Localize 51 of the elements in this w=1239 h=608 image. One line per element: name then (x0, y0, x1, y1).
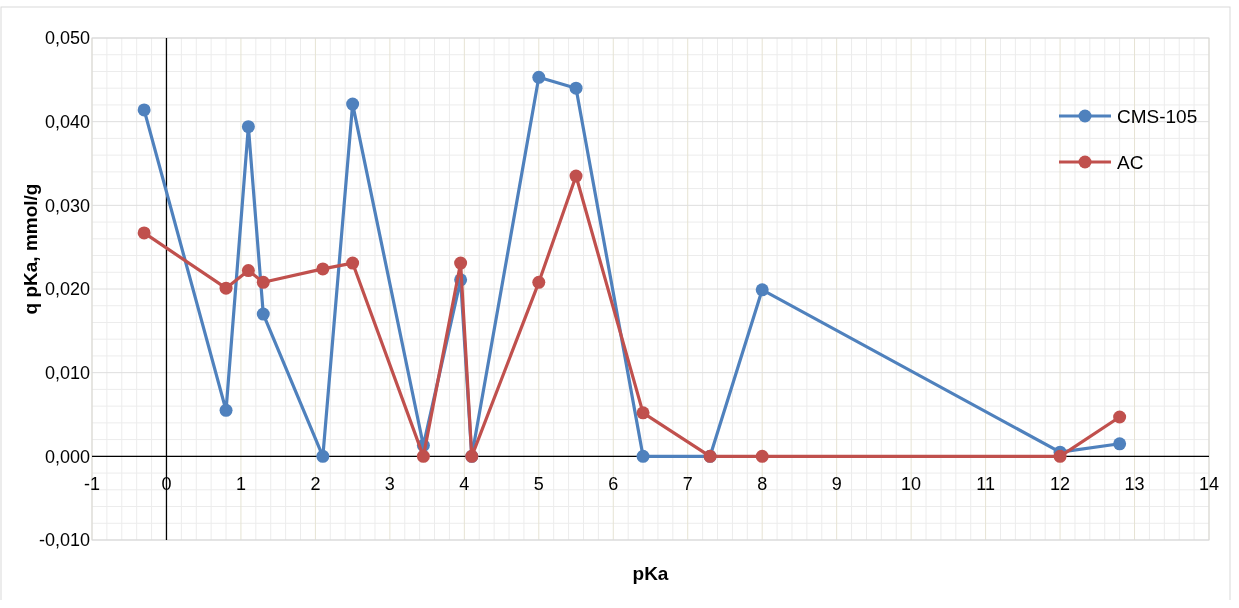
point (755, 449, 769, 463)
x-tick-label: 5 (533, 474, 544, 495)
point (755, 283, 769, 297)
point (219, 403, 233, 417)
point (1113, 437, 1127, 451)
x-tick-label: 12 (1050, 474, 1071, 495)
point (346, 97, 360, 111)
x-tick-label: 13 (1124, 474, 1145, 495)
point (532, 275, 546, 289)
x-tick-label: 3 (384, 474, 395, 495)
point (316, 449, 330, 463)
point (1113, 410, 1127, 424)
x-tick-label: 6 (608, 474, 619, 495)
y-tick-label: 0,050 (44, 28, 90, 49)
y-tick-label: 0,010 (44, 362, 90, 383)
y-tick-label: 0,030 (44, 195, 90, 216)
x-tick-label: -1 (83, 474, 101, 495)
x-axis-title: pKa (632, 563, 669, 584)
point (241, 264, 255, 278)
point (636, 449, 650, 463)
x-tick-label: 11 (976, 474, 995, 495)
legend-label: AC (1117, 151, 1144, 173)
point (137, 226, 151, 240)
point (416, 449, 430, 463)
point (137, 103, 151, 117)
x-tick-label: 2 (310, 474, 321, 495)
x-tick-label: 8 (757, 474, 768, 495)
point (256, 307, 270, 321)
point (256, 275, 270, 289)
x-tick-label: 1 (235, 474, 246, 495)
y-axis-title: q pKa, mmol/g (20, 183, 41, 315)
point (346, 256, 360, 270)
point (241, 120, 255, 134)
y-tick-label: 0,040 (44, 111, 90, 132)
point (569, 169, 583, 183)
point (1053, 449, 1067, 463)
point (316, 262, 330, 276)
y-tick-label: 0,000 (44, 446, 90, 467)
point (219, 281, 233, 295)
x-tick-label: 9 (831, 474, 842, 495)
y-tick-label: 0,020 (44, 279, 90, 300)
point (569, 81, 583, 95)
x-tick-label: 4 (459, 474, 470, 495)
point (532, 70, 546, 84)
x-tick-label: 7 (682, 474, 693, 495)
point (454, 256, 468, 270)
x-tick-label: 10 (901, 474, 922, 495)
point (636, 406, 650, 420)
x-tick-label: 14 (1198, 474, 1220, 495)
legend-label: CMS-105 (1117, 105, 1198, 127)
y-tick-label: -0,010 (38, 530, 90, 551)
